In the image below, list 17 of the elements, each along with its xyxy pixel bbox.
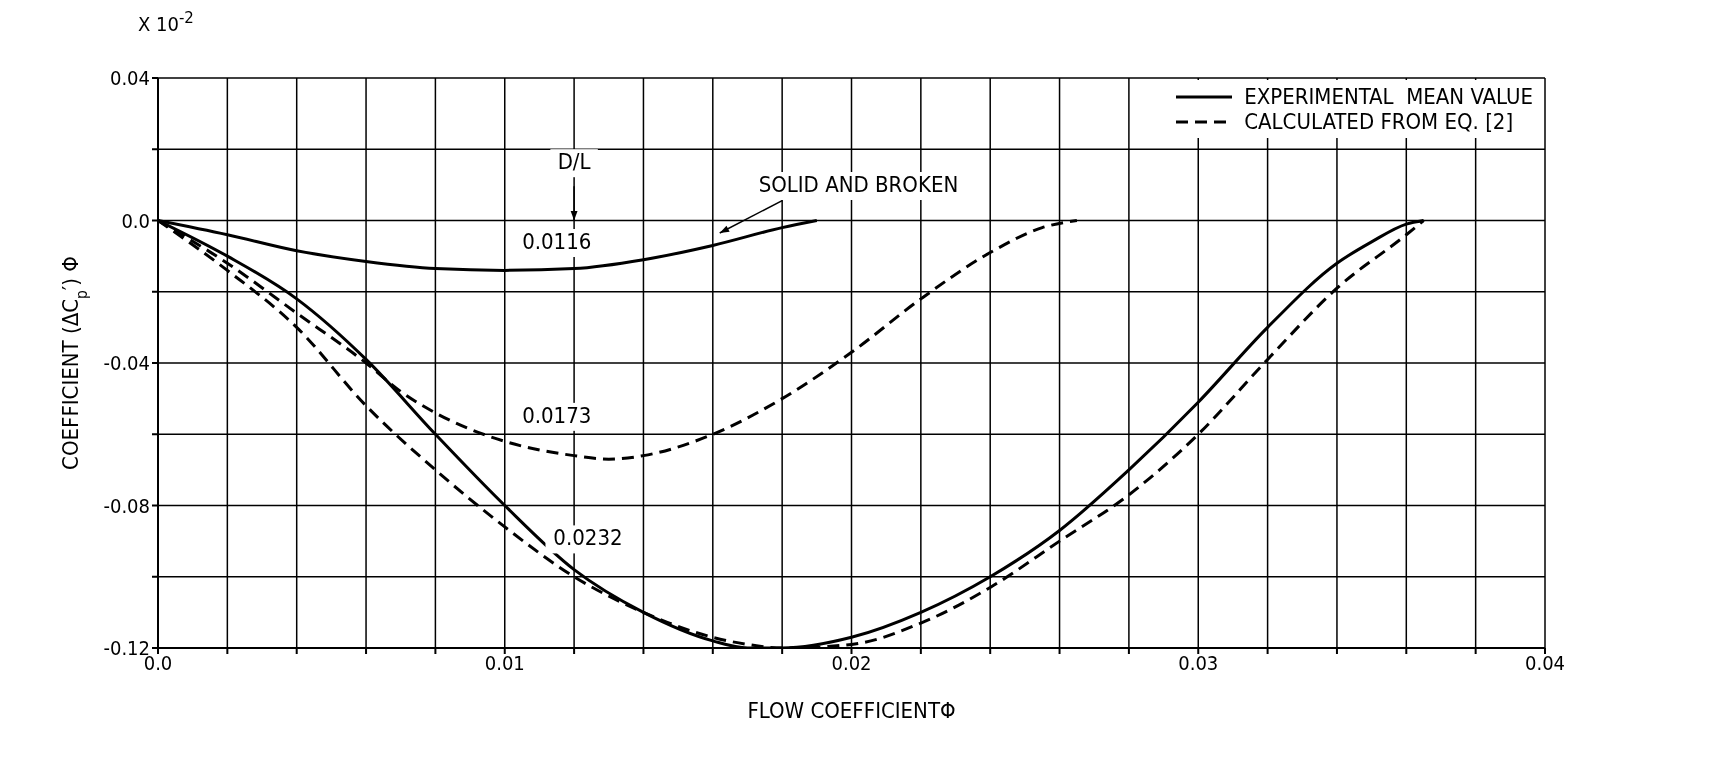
x-tick-label: 0.03 — [1178, 651, 1219, 676]
annotation: 0.0116 — [522, 229, 592, 254]
legend-label: CALCULATED FROM EQ. [2] — [1244, 109, 1514, 134]
text: X 10$^{-2}$ — [138, 8, 194, 36]
y-tick-label: 0.04 — [109, 66, 150, 91]
y-tick-label: -0.04 — [103, 351, 150, 376]
annotation: D/L — [557, 149, 591, 175]
x-tick-label: 0.04 — [1524, 651, 1566, 676]
y-tick-label: -0.08 — [103, 493, 150, 518]
annotation: 0.0173 — [522, 402, 592, 428]
y-tick-label: 0.0 — [121, 208, 150, 233]
x-tick-label: 0.01 — [484, 651, 525, 676]
x-tick-label: 0.02 — [831, 651, 872, 676]
annotation: SOLID AND BROKEN — [758, 172, 959, 197]
x-axis-title: FLOW COEFFICIENTΦ — [747, 698, 956, 723]
annotation: 0.0232 — [553, 525, 623, 551]
legend-label: EXPERIMENTAL MEAN VALUE — [1244, 84, 1533, 109]
